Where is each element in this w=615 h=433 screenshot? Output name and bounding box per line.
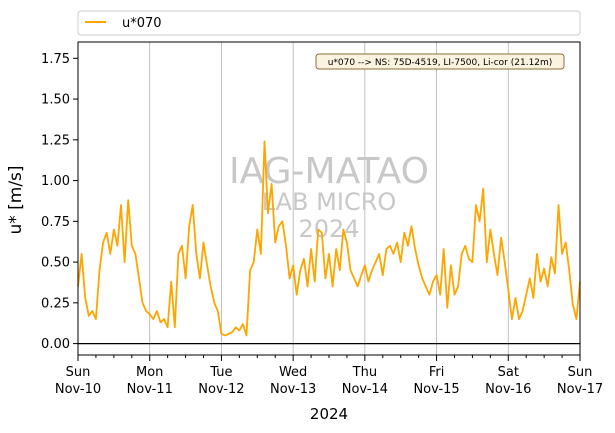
x-axis-label: 2024 — [310, 405, 348, 423]
y-tick-label: 1.00 — [41, 174, 70, 189]
annotation-box — [315, 53, 565, 70]
x-tick-day: Wed — [279, 365, 307, 380]
x-tick-date: Nov-17 — [557, 382, 603, 397]
watermark-line-1: IAG-MATAO — [229, 151, 429, 192]
x-tick-day: Tue — [209, 365, 232, 380]
x-tick-date: Nov-16 — [485, 382, 531, 397]
x-tick-date: Nov-11 — [127, 382, 173, 397]
x-tick-day: Mon — [136, 365, 163, 380]
legend: u*070 — [77, 10, 581, 36]
x-tick-day: Thu — [352, 365, 377, 380]
y-axis: 0.00 0.25 0.50 0.75 1.00 1.25 1.50 1.75 — [41, 52, 78, 352]
watermark-line-2: LAB MICRO — [262, 188, 397, 216]
series-line-u070 — [77, 140, 581, 337]
y-tick-label: 1.25 — [41, 133, 70, 148]
x-tick-date: Nov-14 — [342, 382, 388, 397]
plot-area: IAG-MATAO LAB MICRO 2024 u*070 --> NS: 7… — [77, 41, 581, 356]
annotation-text: u*070 --> NS: 75D-4519, LI-7500, Li-cor … — [328, 58, 553, 68]
y-tick-label: 0.00 — [41, 337, 70, 352]
y-tick-label: 0.25 — [41, 296, 70, 311]
x-tick-day: Fri — [429, 365, 445, 380]
x-tick-date: Nov-15 — [413, 382, 459, 397]
x-tick-date: Nov-13 — [270, 382, 316, 397]
y-tick-label: 0.50 — [41, 256, 70, 271]
x-tick-day: Sat — [498, 365, 519, 380]
watermark-line-3: 2024 — [298, 215, 359, 243]
y-tick-label: 0.75 — [41, 215, 70, 230]
y-tick-label: 1.50 — [41, 93, 70, 108]
x-tick-date: Nov-12 — [198, 382, 244, 397]
vertical-gridlines — [149, 42, 509, 355]
legend-box — [77, 10, 581, 36]
annotation: u*070 --> NS: 75D-4519, LI-7500, Li-cor … — [315, 53, 565, 70]
x-tick-day: Sun — [66, 365, 91, 380]
x-axis: Sun Nov-10 Mon Nov-11 Tue Nov-12 Wed Nov-13 Thu N… — [55, 355, 603, 397]
x-tick-day: Sun — [568, 365, 593, 380]
legend-label-u070: u*070 — [122, 16, 162, 31]
x-tick-date: Nov-10 — [55, 382, 101, 397]
y-tick-label: 1.75 — [41, 52, 70, 67]
y-axis-label: u* [m/s] — [6, 165, 26, 234]
